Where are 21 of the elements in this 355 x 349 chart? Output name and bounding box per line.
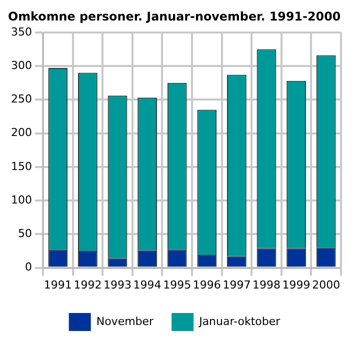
y-tick-label: 300	[10, 58, 32, 72]
x-tick-label: 1997	[222, 278, 251, 292]
x-tick-label: 1993	[103, 278, 132, 292]
y-tick-label: 250	[10, 92, 32, 106]
y-tick-label: 0	[24, 260, 32, 274]
x-tick-label: 1995	[163, 278, 192, 292]
chart-title: Omkomne personer. Januar-november. 1991-2000	[8, 9, 341, 24]
y-tick-label: 150	[10, 160, 32, 173]
y-tick-label: 100	[10, 193, 32, 206]
y-tick-label: 50	[18, 227, 32, 240]
legend-label: November	[96, 314, 154, 328]
x-tick-label: 1999	[282, 278, 310, 292]
x-tick-label: 1991	[44, 278, 72, 292]
x-tick-label: 1994	[133, 278, 162, 292]
x-tick-label: 1996	[192, 278, 221, 292]
x-tick-label: 1992	[74, 278, 102, 292]
x-tick-label: 2000	[312, 278, 340, 292]
x-tick-label: 1998	[252, 278, 280, 292]
y-tick-label: 200	[10, 126, 32, 140]
y-tick-label: 350	[10, 25, 32, 38]
legend-label: Januar-oktober	[198, 314, 281, 328]
